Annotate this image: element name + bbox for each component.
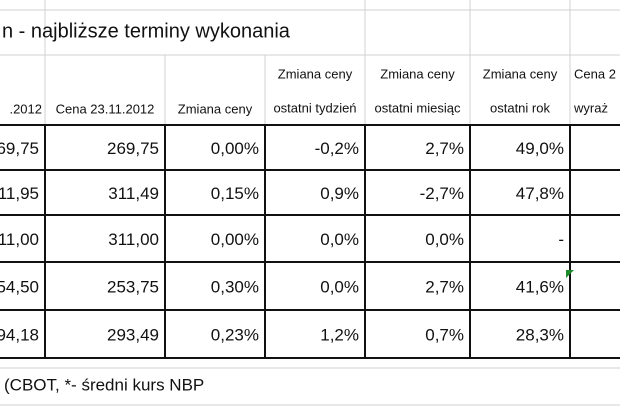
cell-value: 0,0% [320,230,359,249]
cell-value: -2,7% [420,184,464,203]
cell-comment-marker [566,270,574,278]
cell-value: 47,8% [516,184,564,203]
sheet-title: n - najbliższe terminy wykonania [2,20,291,42]
column-header: Cena 2 [574,66,616,81]
cell-value: 269,75 [107,139,159,158]
cell-value: 0,00% [211,139,259,158]
cell-value: 69,75 [0,139,39,158]
cell-value: 49,0% [516,139,564,158]
cell-value: 253,75 [107,277,159,296]
column-header: wyraż [573,100,608,115]
column-header: Zmiana ceny [380,66,455,81]
cell-value: 0,0% [425,230,464,249]
column-header: Zmiana ceny [483,66,558,81]
cell-value: 54,50 [0,277,39,296]
cell-value: 1,2% [320,325,359,344]
column-header: ostatni rok [490,100,550,115]
column-header: ostatni tydzień [273,100,356,115]
cell-value: 0,00% [211,230,259,249]
column-header: ostatni miesiąc [375,100,461,115]
column-header: Zmiana ceny [278,66,353,81]
footer-note: (CBOT, *- średni kurs NBP [4,375,204,394]
column-header: Zmiana ceny [178,101,253,116]
cell-value: 0,7% [425,325,464,344]
cell-value: 0,23% [211,325,259,344]
cell-value: 28,3% [516,325,564,344]
cell-value: 0,0% [320,277,359,296]
cell-value: 293,49 [107,325,159,344]
cell-value: 94,18 [0,325,39,344]
cell-value: 2,7% [425,277,464,296]
cell-value: 0,15% [211,184,259,203]
table-borders [0,124,620,359]
cell-value: 311,00 [108,230,159,249]
column-header: Cena 23.11.2012 [56,101,155,116]
cell-value: -0,2% [315,139,359,158]
cell-value: - [558,230,564,249]
cell-value: 0,9% [320,184,359,203]
column-header: .2012 [9,101,42,116]
cell-value: 311,49 [108,184,159,203]
cell-value: 0,30% [211,277,259,296]
cell-value: 41,6% [516,277,564,296]
cell-value: 11,95 [0,184,39,203]
cell-value: 2,7% [425,139,464,158]
cell-value: 11,00 [0,230,39,249]
